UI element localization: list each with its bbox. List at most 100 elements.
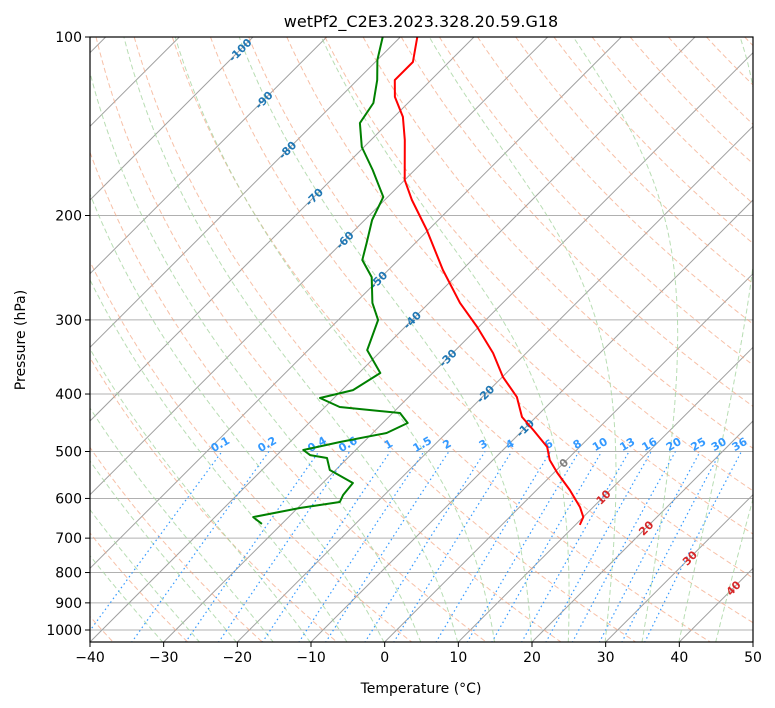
moist-adiabat-line bbox=[320, 37, 570, 642]
mixing-ratio-line bbox=[644, 451, 742, 642]
dry-adiabat-line bbox=[171, 37, 712, 642]
dry-adiabat-line bbox=[90, 356, 338, 642]
dry-adiabat-line bbox=[591, 37, 753, 205]
dry-adiabat-line bbox=[668, 37, 753, 126]
moist-adiabat-line bbox=[238, 37, 532, 642]
x-tick-label: 40 bbox=[670, 650, 688, 666]
chart-title: wetPf2_C2E3.2023.328.20.59.G18 bbox=[284, 12, 558, 32]
isotherm-label: 0 bbox=[557, 456, 572, 471]
mixing-ratio-line bbox=[491, 451, 603, 642]
moist-adiabat-line bbox=[678, 37, 753, 642]
x-tick-label: 50 bbox=[744, 650, 762, 666]
y-tick-label: 300 bbox=[55, 313, 82, 329]
y-tick-label: 100 bbox=[55, 30, 82, 46]
isotherm-line bbox=[90, 37, 254, 201]
y-tick-label: 400 bbox=[55, 387, 82, 403]
x-tick-label: 20 bbox=[523, 650, 541, 666]
moist-adiabat-line bbox=[174, 37, 496, 642]
isotherm-line bbox=[236, 125, 753, 642]
y-tick-label: 600 bbox=[55, 491, 82, 507]
moist-adiabat-line bbox=[90, 407, 274, 642]
isotherm-line bbox=[90, 37, 622, 570]
y-tick-label: 900 bbox=[55, 596, 82, 612]
axes: −40 −30 −20 −10 0 10 20 30 40 5010020030040050060… bbox=[46, 30, 762, 666]
mixing-ratio-line bbox=[393, 451, 513, 642]
moist-adiabat-line bbox=[90, 278, 348, 642]
plot-frame bbox=[89, 36, 754, 643]
dry-adiabat-line bbox=[362, 37, 753, 449]
moist-adiabat-line bbox=[90, 508, 201, 642]
mixing-ratio-label: 2 bbox=[441, 437, 454, 452]
dry-adiabat-line bbox=[744, 37, 753, 47]
moist-adiabat-line bbox=[90, 460, 237, 642]
line-labels: 0.1 0.2 0.4 0.6 1 1.5 2 3 4 6 8 10 13 16 20 25 30 36-100-… bbox=[209, 36, 750, 598]
moist-adiabat-line bbox=[715, 496, 753, 642]
isotherm-line bbox=[752, 641, 753, 642]
y-tick-label: 700 bbox=[55, 531, 82, 547]
y-tick-label: 200 bbox=[55, 209, 82, 225]
dry-adiabat-line bbox=[90, 446, 264, 642]
moist-adiabat-line bbox=[572, 37, 679, 642]
mixing-ratio-line bbox=[131, 451, 270, 642]
mixing-ratio-line bbox=[184, 451, 320, 642]
x-tick-label: 10 bbox=[449, 650, 467, 666]
temperature-profile-line bbox=[393, 37, 585, 526]
mixing-ratio-line bbox=[218, 451, 351, 642]
x-axis-label: Temperature (°C) bbox=[360, 681, 482, 697]
moist-adiabat-line bbox=[90, 347, 311, 642]
moist-adiabat-line bbox=[123, 37, 459, 642]
plot-area bbox=[90, 37, 753, 642]
isotherm-line bbox=[604, 493, 753, 642]
isotherm-line bbox=[162, 51, 753, 642]
mixing-ratio-line bbox=[621, 451, 722, 642]
mixing-ratio-line bbox=[435, 451, 552, 642]
moist-adiabat-line bbox=[90, 192, 385, 642]
dry-adiabat-line bbox=[515, 37, 753, 285]
profiles bbox=[252, 37, 585, 526]
y-axis-label: Pressure (hPa) bbox=[13, 290, 29, 390]
mixing-ratio-line bbox=[598, 451, 701, 642]
mixing-ratio-line bbox=[364, 451, 486, 642]
x-tick-label: 30 bbox=[597, 650, 615, 666]
dry-adiabat-line bbox=[706, 37, 753, 86]
moist-adiabat-line bbox=[428, 37, 617, 642]
y-tick-label: 500 bbox=[55, 444, 82, 460]
y-tick-label: 800 bbox=[55, 566, 82, 582]
dry-adiabat-line bbox=[324, 37, 753, 492]
dry-adiabat-line bbox=[438, 37, 753, 366]
dry-adiabat-line bbox=[90, 532, 189, 642]
isotherm-label: -100 bbox=[226, 36, 255, 65]
dry-adiabat-line bbox=[248, 37, 753, 579]
dry-adiabat-line bbox=[95, 37, 562, 642]
x-tick-label: −30 bbox=[149, 650, 179, 666]
isotherm-line bbox=[457, 346, 753, 642]
isotherm-label: -80 bbox=[276, 138, 299, 161]
mixing-ratio-line bbox=[325, 451, 450, 642]
dry-adiabat-line bbox=[400, 37, 753, 408]
mixing-ratio-line bbox=[466, 451, 580, 642]
dry-adiabat-line bbox=[210, 37, 753, 624]
isotherm-line bbox=[90, 37, 549, 496]
x-tick-label: −20 bbox=[223, 650, 253, 666]
isotherm-line bbox=[90, 37, 328, 275]
isotherm-line bbox=[90, 37, 696, 642]
dry-adiabat-line bbox=[477, 37, 753, 325]
dry-adiabat-line bbox=[286, 37, 753, 535]
mixing-ratio-line bbox=[298, 451, 425, 642]
dry-adiabat-line bbox=[553, 37, 753, 244]
isotherm-line bbox=[383, 272, 753, 642]
x-tick-label: 0 bbox=[380, 650, 389, 666]
isotherm-line bbox=[90, 37, 401, 349]
mixing-ratio-line bbox=[90, 451, 223, 632]
mixing-ratio-line bbox=[261, 451, 391, 642]
x-tick-label: −40 bbox=[75, 650, 105, 666]
y-tick-label: 1000 bbox=[46, 623, 82, 639]
mixing-ratio-label: 4 bbox=[503, 437, 516, 452]
isotherm-line bbox=[90, 37, 475, 422]
x-tick-label: −10 bbox=[296, 650, 326, 666]
dewpoint-profile-line bbox=[252, 37, 409, 525]
dry-adiabat-line bbox=[90, 150, 488, 642]
mixing-ratio-line bbox=[571, 451, 677, 642]
isotherm-line bbox=[531, 420, 753, 642]
